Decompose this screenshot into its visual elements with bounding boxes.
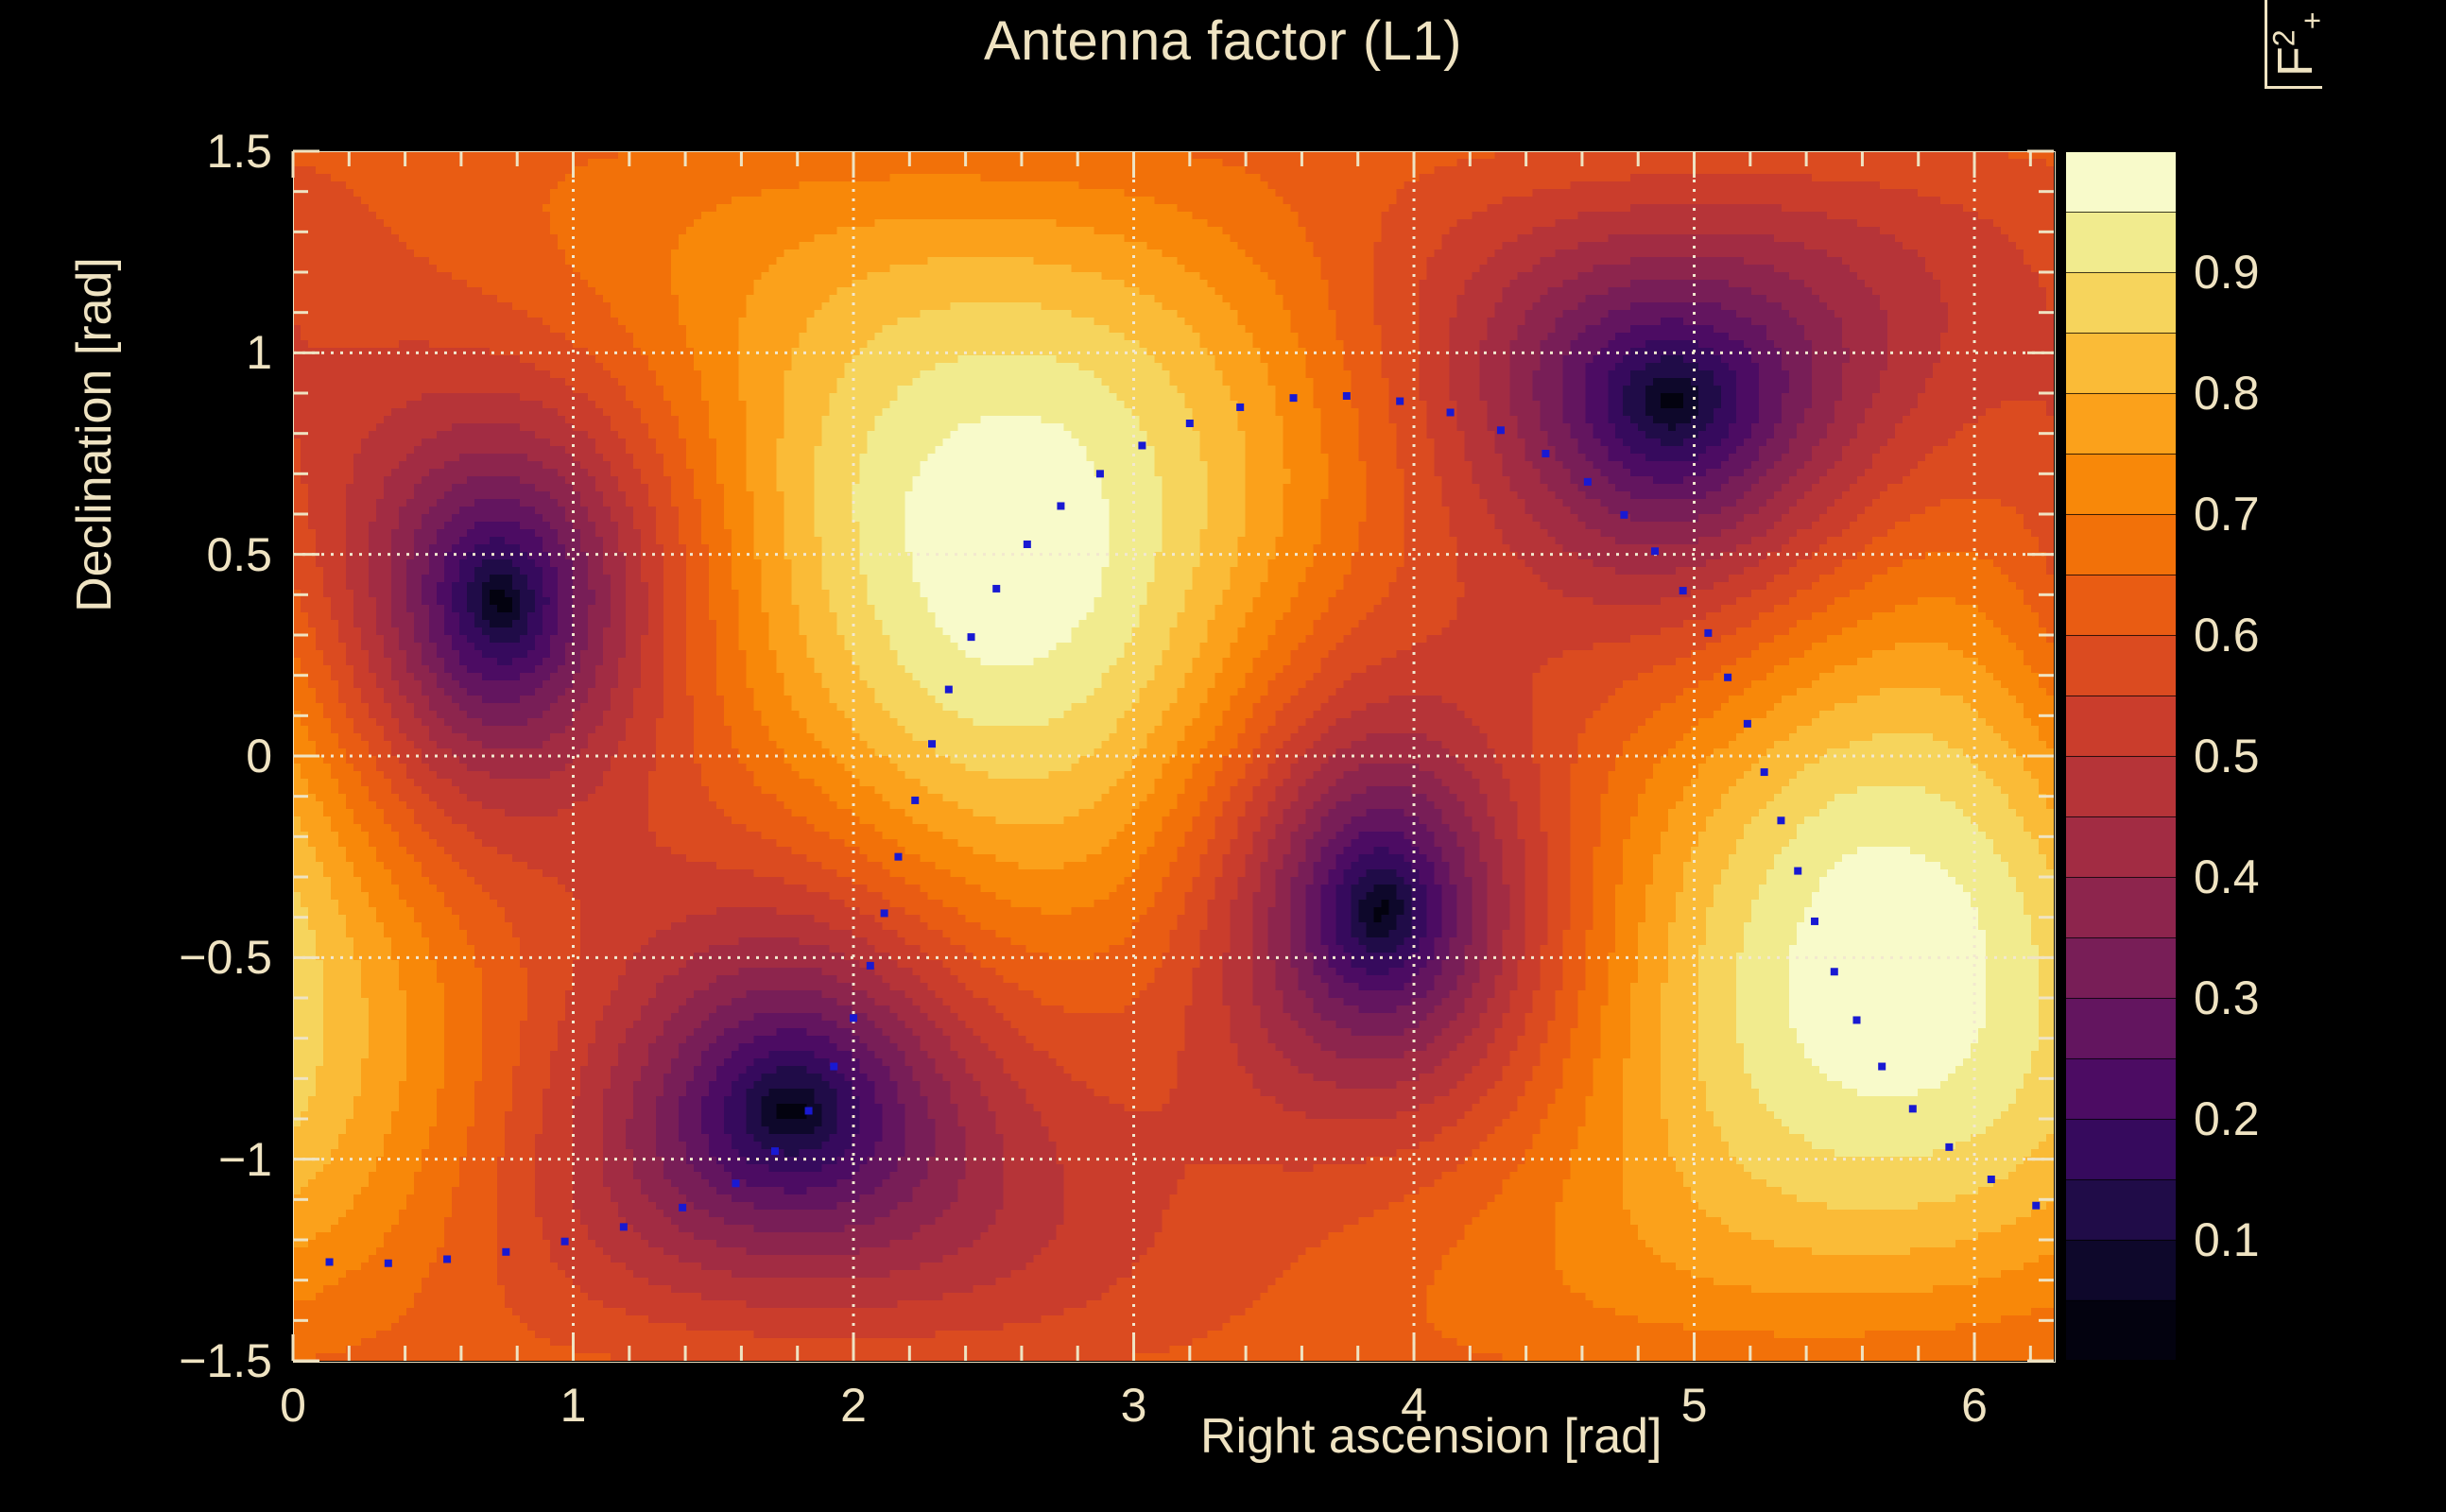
colorbar-tick-label: 0.4 [2194,850,2260,903]
colorbar-level-divider [2065,1300,2177,1301]
colorbar-level-divider [2065,454,2177,455]
y-axis-tick-label: 1.5 [206,125,272,178]
sqrt-radical-icon: F2++F2x [2265,0,2329,89]
x-axis-title: Right ascension [rad] [1200,1409,1662,1464]
y-axis-tick-label: 1 [246,326,272,380]
colorbar-tick-label: 0.7 [2194,488,2260,541]
x-axis-tick-label: 1 [560,1379,587,1432]
colorbar-level-divider [2065,816,2177,817]
colorbar-tick-label: 0.8 [2194,367,2260,420]
colorbar-level-divider [2065,998,2177,999]
colorbar-tick-label: 0.9 [2194,246,2260,299]
y-axis-tick-label: 0 [246,730,272,782]
f-plus-subscript: + [2295,11,2330,30]
colorbar-level-divider [2065,272,2177,273]
colorbar-tick-label: 0.1 [2194,1213,2260,1266]
y-axis-tick-label: 0.5 [206,527,272,581]
colorbar-tick-label: 0.5 [2194,730,2260,782]
colorbar-tick-label: 0.6 [2194,609,2260,662]
colorbar-level-divider [2065,514,2177,515]
colorbar-tick-label: 0.2 [2194,1092,2260,1145]
colorbar-level-divider [2065,575,2177,576]
colorbar-level-divider [2065,1179,2177,1180]
x-axis-tick-label: 0 [280,1379,306,1432]
colorbar-level-divider [2065,877,2177,878]
colorbar-level-divider [2065,937,2177,938]
f-plus-exponent: 2 [2266,29,2301,47]
colorbar-level-divider [2065,212,2177,213]
colorbar-level-divider [2065,756,2177,757]
colorbar-level-divider [2065,393,2177,394]
y-axis-tick-label: −1 [217,1132,272,1186]
colorbar-level-divider [2065,333,2177,334]
colorbar[interactable] [2065,151,2177,1361]
y-axis-tick-label: −0.5 [179,931,272,985]
f-plus-symbol: F [2268,46,2323,77]
heatmap-image [293,151,2054,1361]
colorbar-axis-title: F2++F2x [2265,0,2329,93]
x-axis-tick-label: 3 [1120,1379,1147,1432]
x-axis-tick-label: 2 [840,1379,867,1432]
colorbar-level-divider [2065,1119,2177,1120]
plus-operator: + [2268,0,2323,11]
colorbar-level-divider [2065,635,2177,636]
colorbar-tick-label: 0.3 [2194,971,2260,1024]
y-axis-title: Declination [rad] [67,257,122,612]
colorbar-level-divider [2065,1240,2177,1241]
heatmap-plot-area[interactable] [293,151,2054,1361]
colorbar-level-divider [2065,1058,2177,1059]
y-axis-tick-label: −1.5 [179,1334,272,1387]
page-title: Antenna factor (L1) [983,10,1462,72]
